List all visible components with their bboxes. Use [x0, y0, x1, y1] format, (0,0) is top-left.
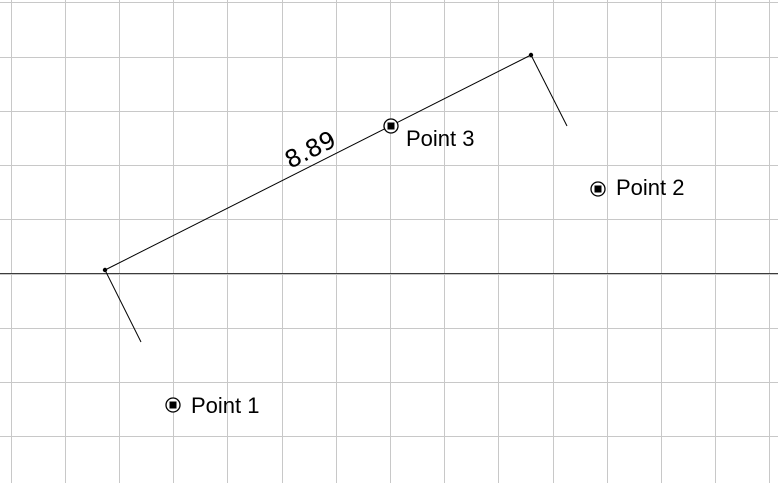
point-1[interactable]: Point 1 — [165, 393, 260, 418]
point-label: Point 2 — [616, 175, 685, 200]
extension-line-left[interactable] — [104, 269, 142, 343]
point-marker-center — [387, 122, 395, 130]
point-marker-center — [594, 185, 602, 193]
dimension-line[interactable] — [104, 54, 532, 271]
point-marker-center — [169, 401, 177, 409]
dimension-value: 8.89 — [280, 125, 340, 174]
dimension-endpoint-right[interactable] — [528, 52, 534, 58]
point-2[interactable]: Point 2 — [590, 175, 685, 200]
point-label: Point 1 — [191, 393, 260, 418]
extension-line-right[interactable] — [530, 54, 568, 127]
dimension-endpoint-left[interactable] — [102, 267, 108, 273]
dimension-measurement[interactable]: 8.89 — [102, 52, 568, 343]
point-3[interactable]: Point 3 — [383, 118, 475, 151]
point-label: Point 3 — [406, 126, 475, 151]
